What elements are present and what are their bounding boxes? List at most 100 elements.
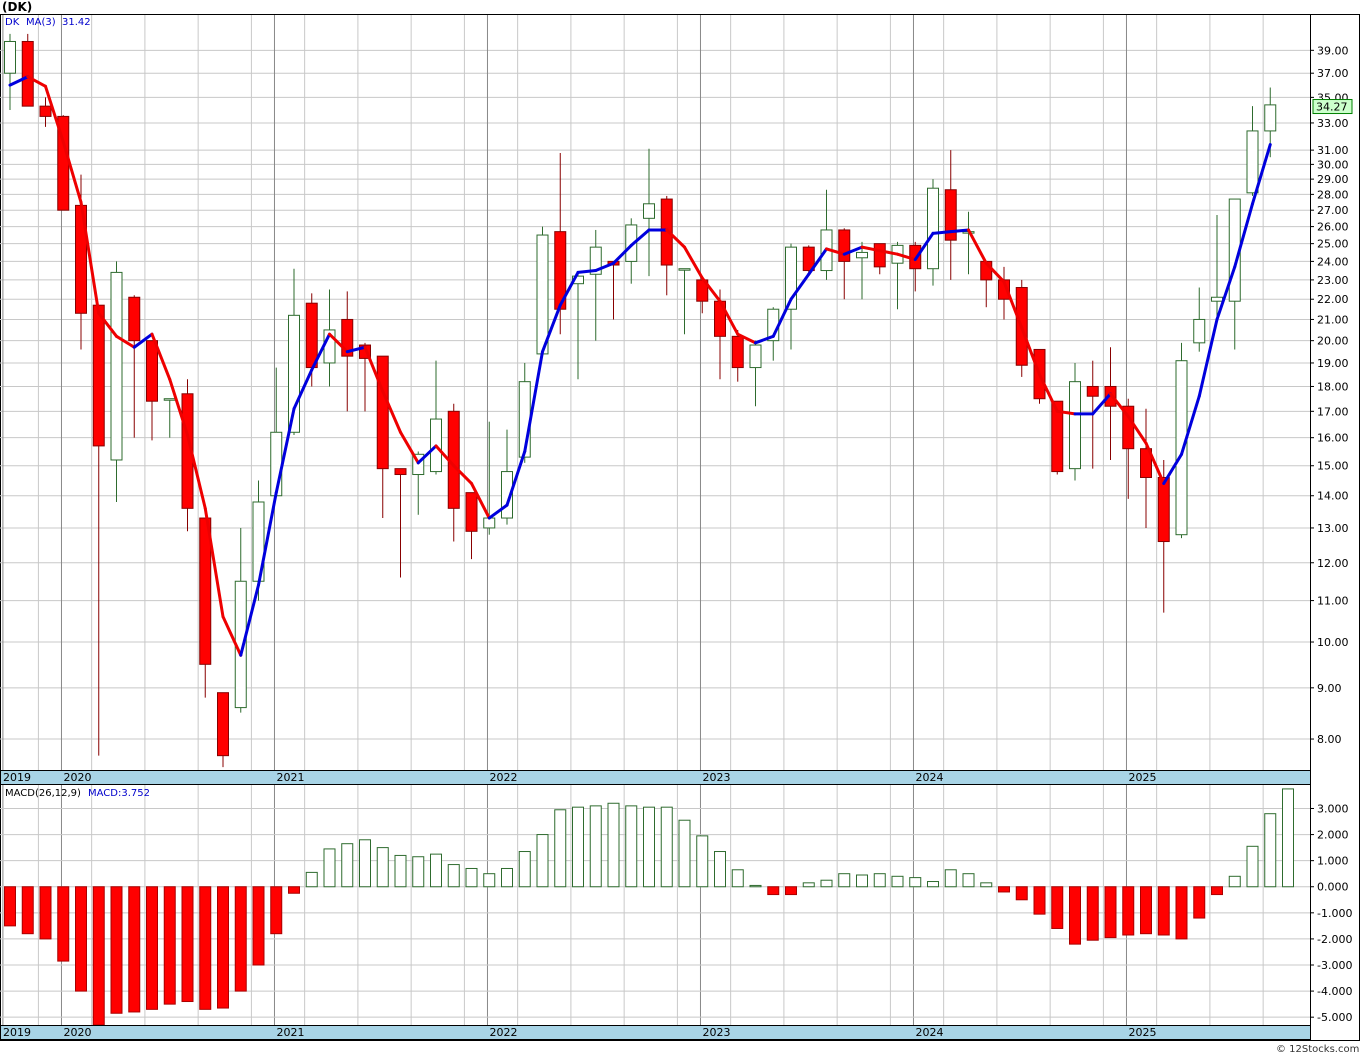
macd-bar-negative [288, 886, 300, 894]
price-tick-label: 27.00 [1317, 204, 1349, 217]
year-label: 2024 [915, 1026, 943, 1039]
ma-segment [931, 230, 953, 235]
macd-bar-positive [714, 851, 726, 888]
macd-bar-positive [430, 853, 442, 888]
macd-bar-negative [1086, 886, 1099, 941]
candle-body-up [589, 246, 602, 275]
macd-bars [4, 788, 1294, 1026]
ma-segment [97, 311, 118, 338]
macd-bar-negative [181, 886, 194, 1003]
ma-segment [594, 261, 615, 273]
macd-bar-negative [57, 886, 70, 962]
price-tick-label: 13.00 [1317, 522, 1349, 535]
ma-segment [168, 377, 189, 437]
price-tick-label: 22.00 [1317, 293, 1349, 306]
macd-bar-negative [75, 886, 87, 992]
price-tick-label: 25.00 [1317, 238, 1349, 251]
ma-segment [1038, 373, 1059, 413]
ma-segment [665, 228, 686, 249]
legend-ma-label: MA(3) [26, 17, 56, 28]
macd-bar-positive [465, 867, 478, 888]
ma-segment [328, 332, 349, 354]
macd-bar-positive [412, 856, 425, 888]
macd-bar-positive [802, 882, 815, 888]
ma-segment [718, 299, 740, 336]
macd-bar-positive [607, 802, 620, 888]
macd-bar-negative [1175, 886, 1188, 940]
candle-body-down [376, 355, 389, 470]
candle [660, 195, 673, 296]
price-tick-label: 12.00 [1317, 557, 1349, 570]
candle [944, 150, 957, 280]
candle-body-down [217, 692, 229, 757]
price-tick-label: 9.00 [1317, 682, 1342, 695]
year-label: 2025 [1128, 1026, 1156, 1039]
candle-body-down [305, 302, 318, 369]
candle-body-down [838, 229, 851, 262]
ma-segment [896, 252, 917, 262]
price-tick-label: 10.00 [1317, 636, 1349, 649]
year-label: 2020 [63, 771, 91, 784]
macd-bar-negative [4, 886, 16, 927]
candle [1157, 459, 1170, 613]
price-tick-label: 31.00 [1317, 144, 1349, 157]
year-label: 2022 [489, 771, 517, 784]
macd-bar-positive [1246, 845, 1259, 888]
macd-bar-negative [1015, 886, 1028, 901]
ma-segment [310, 332, 331, 372]
year-label: 2020 [63, 1026, 91, 1039]
year-label: 2021 [276, 1026, 304, 1039]
macd-bar-positive [1282, 788, 1294, 888]
year-label: 2019 [3, 771, 31, 784]
macd-bar-positive [376, 847, 389, 888]
candle [394, 468, 407, 578]
candle [501, 429, 513, 525]
candle-body-up [412, 453, 425, 476]
price-tick-label: 30.00 [1317, 158, 1349, 171]
candle [731, 329, 744, 382]
candle [1140, 408, 1152, 528]
price-tick-label: 8.00 [1317, 733, 1342, 746]
macd-panel: -5.000 -4.000 -3.000 -2.000 -1.000 0.000 1.000… [0, 784, 1352, 1026]
ma-segment [913, 231, 935, 262]
ma-segment [1144, 441, 1166, 485]
candle-body-up [785, 246, 797, 310]
ma-segment [949, 228, 970, 234]
year-label: 2021 [276, 771, 304, 784]
candle [625, 218, 638, 284]
macd-tick-label: -4.000 [1317, 985, 1352, 998]
macd-bar-positive [731, 869, 744, 888]
macd-tick-label: -1.000 [1317, 907, 1352, 920]
macd-bar-positive [625, 805, 638, 888]
candle-body-down [199, 517, 212, 665]
ma-segment [1162, 452, 1183, 485]
ma-segment [452, 464, 473, 485]
ma-segment [1126, 414, 1148, 445]
candle-body-up [1264, 104, 1277, 132]
candle-body-down [873, 243, 886, 268]
macd-bar-positive [359, 839, 371, 888]
macd-bar-negative [146, 886, 158, 1010]
candle-body-up [163, 398, 176, 401]
year-label: 2024 [915, 771, 943, 784]
candle [873, 243, 886, 275]
macd-bar-positive [873, 873, 886, 888]
candle [1193, 287, 1206, 352]
candle [785, 243, 797, 350]
last-price-label: 34.27 [1316, 101, 1348, 114]
candle-body-down [39, 105, 52, 117]
ma-segment [984, 261, 1006, 284]
candle [1175, 342, 1188, 539]
macd-tick-label: 1.000 [1317, 855, 1349, 868]
macd-bar-positive [447, 864, 460, 888]
ma-segment [115, 334, 136, 349]
candle-body-down [802, 246, 815, 272]
macd-bar-positive [660, 806, 673, 888]
macd-bar-positive [554, 809, 567, 888]
macd-bar-negative [1157, 886, 1170, 936]
chart-title: (DK) [2, 0, 32, 14]
macd-bar-positive [341, 843, 354, 888]
ma-segment [363, 345, 385, 393]
macd-bar-negative [163, 886, 176, 1005]
